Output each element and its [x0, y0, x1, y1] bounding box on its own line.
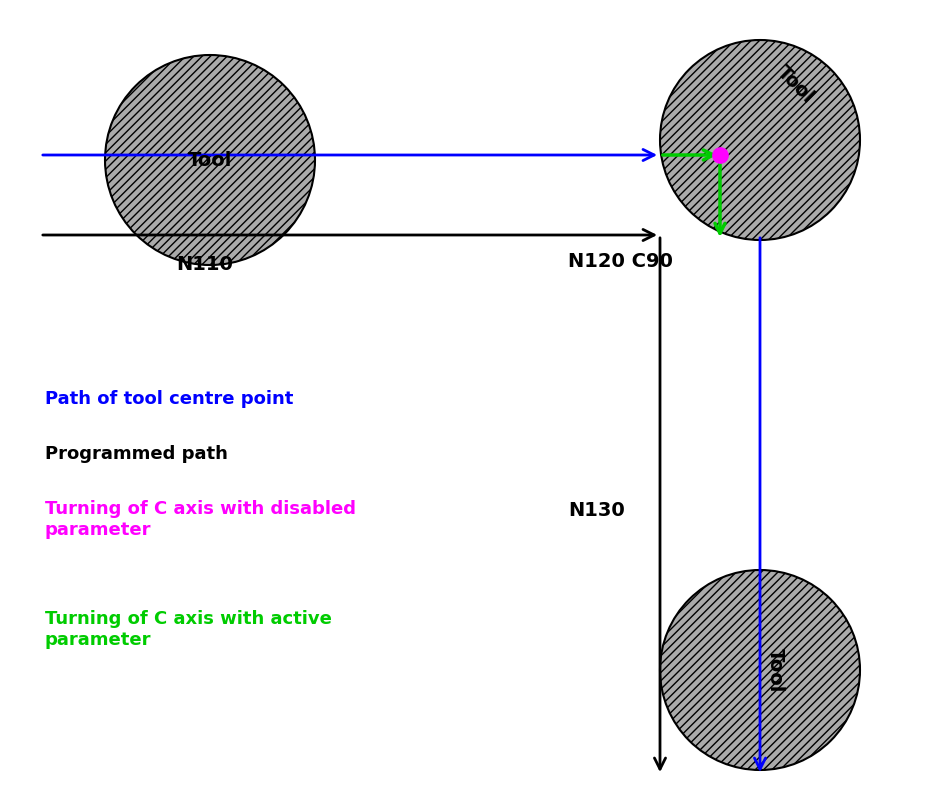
Text: N110: N110: [177, 255, 234, 274]
Text: Tool: Tool: [765, 648, 785, 692]
Text: Turning of C axis with disabled
parameter: Turning of C axis with disabled paramete…: [45, 500, 356, 539]
Text: Path of tool centre point: Path of tool centre point: [45, 390, 293, 408]
Circle shape: [660, 40, 860, 240]
Text: N130: N130: [568, 501, 625, 520]
Text: Programmed path: Programmed path: [45, 445, 228, 463]
Text: N120 C90: N120 C90: [568, 252, 673, 271]
Text: Tool: Tool: [188, 151, 232, 170]
Circle shape: [105, 55, 315, 265]
Text: Tool: Tool: [773, 63, 817, 108]
Circle shape: [660, 570, 860, 770]
Text: Turning of C axis with active
parameter: Turning of C axis with active parameter: [45, 610, 331, 649]
